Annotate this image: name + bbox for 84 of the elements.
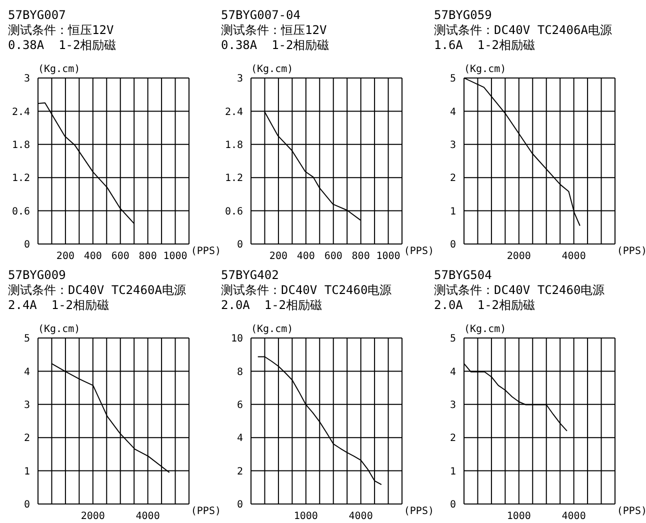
x-tick-label: 1000 <box>376 251 400 262</box>
x-tick-label: 600 <box>111 251 130 262</box>
y-tick-label: 6 <box>236 400 243 411</box>
y-axis-title: (Kg.cm) <box>251 63 294 77</box>
chart-subtitle: 测试条件：恒压12V <box>8 23 115 38</box>
y-tick-label: 1.2 <box>12 173 30 184</box>
x-tick-label: 2000 <box>506 251 531 262</box>
chart-subtitle: 测试条件：DC40V TC2460A电源 <box>8 283 187 298</box>
y-tick-label: 3 <box>450 400 456 411</box>
x-tick-label: 400 <box>296 251 315 262</box>
y-tick-label: 3 <box>24 74 30 85</box>
chart-title: 57BYG402 <box>221 268 280 283</box>
x-tick-label: 800 <box>352 251 370 262</box>
x-tick-label: 800 <box>138 251 157 262</box>
x-tick-label: 600 <box>324 251 342 262</box>
x-tick-label: 1000 <box>506 511 531 522</box>
x-tick-label: 200 <box>56 251 74 262</box>
y-axis-title: (Kg.cm) <box>464 63 506 77</box>
y-tick-label: 4 <box>450 106 456 118</box>
text: 2.4A 1-2相励磁 <box>8 298 110 313</box>
y-tick-label: 2 <box>450 173 456 184</box>
y-tick-label: 4 <box>236 433 243 444</box>
x-tick-label: 1000 <box>294 511 318 522</box>
x-axis-title: (PPS) <box>616 245 646 259</box>
y-tick-label: 3 <box>450 140 456 151</box>
chart-title: 57BYG007 <box>8 8 67 23</box>
chart-subtitle: 测试条件：DC40V TC2460电源 <box>221 283 393 298</box>
y-axis-title: (Kg.cm) <box>38 63 80 77</box>
y-tick-label: 3 <box>236 74 243 85</box>
x-tick-label: 200 <box>269 251 288 262</box>
y-tick-label: 2 <box>24 433 30 444</box>
chart-title: 57BYG504 <box>434 268 493 283</box>
y-tick-label: 2 <box>236 466 243 478</box>
chart-title: 57BYG009 <box>8 268 67 283</box>
y-tick-label: 1 <box>24 466 30 478</box>
y-tick-label: 0.6 <box>224 206 243 218</box>
x-axis-title: (PPS) <box>616 505 646 519</box>
x-tick-label: 4000 <box>136 511 160 522</box>
y-tick-label: 4 <box>24 366 30 378</box>
y-axis-title: (Kg.cm) <box>251 323 294 337</box>
x-axis-title: (PPS) <box>404 245 434 259</box>
y-tick-label: 1 <box>450 206 456 218</box>
x-tick-label: 2000 <box>80 511 105 522</box>
x-tick-label: 4000 <box>562 511 586 522</box>
x-tick-label: 1000 <box>163 251 188 262</box>
y-tick-label: 1.8 <box>12 140 30 151</box>
y-tick-label: 1 <box>450 466 456 478</box>
x-axis-title: (PPS) <box>404 505 434 519</box>
chart-subtitle: 测试条件：恒压12V <box>221 23 328 38</box>
x-axis-title: (PPS) <box>190 245 221 259</box>
text: 0.38A 1-2相励磁 <box>221 38 330 53</box>
text: 0.38A 1-2相励磁 <box>8 38 118 53</box>
chart-title: 57BYG007-04 <box>221 8 302 23</box>
y-tick-label: 0 <box>236 240 243 251</box>
y-axis-title: (Kg.cm) <box>464 323 506 337</box>
y-tick-label: 0 <box>24 240 30 251</box>
y-tick-label: 8 <box>236 366 243 378</box>
y-tick-label: 1.2 <box>224 173 243 184</box>
x-tick-label: 400 <box>84 251 102 262</box>
chart-title: 57BYG059 <box>434 8 493 23</box>
y-tick-label: 5 <box>450 74 456 85</box>
chart-subtitle: 测试条件：DC40V TC2460电源 <box>434 283 606 298</box>
y-tick-label: 10 <box>230 334 243 345</box>
x-tick-label: 4000 <box>562 251 586 262</box>
y-tick-label: 4 <box>450 366 456 378</box>
text: 1.6A 1-2相励磁 <box>434 38 536 53</box>
x-tick-label: 4000 <box>348 511 373 522</box>
y-tick-label: 2.4 <box>12 106 30 118</box>
text: 2.0A 1-2相励磁 <box>434 298 536 313</box>
y-tick-label: 0.6 <box>12 206 30 218</box>
y-tick-label: 0 <box>450 500 456 511</box>
y-tick-label: 1.8 <box>224 140 243 151</box>
y-tick-label: 0 <box>450 240 456 251</box>
y-tick-label: 3 <box>24 400 30 411</box>
y-tick-label: 0 <box>236 500 243 511</box>
y-tick-label: 2 <box>450 433 456 444</box>
x-axis-title: (PPS) <box>190 505 221 519</box>
text: 2.0A 1-2相励磁 <box>221 298 324 313</box>
y-axis-title: (Kg.cm) <box>38 323 80 337</box>
chart-subtitle: 测试条件：DC40V TC2406A电源 <box>434 23 613 38</box>
y-tick-label: 2.4 <box>224 106 243 118</box>
y-tick-label: 5 <box>450 334 456 345</box>
y-tick-label: 0 <box>24 500 30 511</box>
y-tick-label: 5 <box>24 334 30 345</box>
